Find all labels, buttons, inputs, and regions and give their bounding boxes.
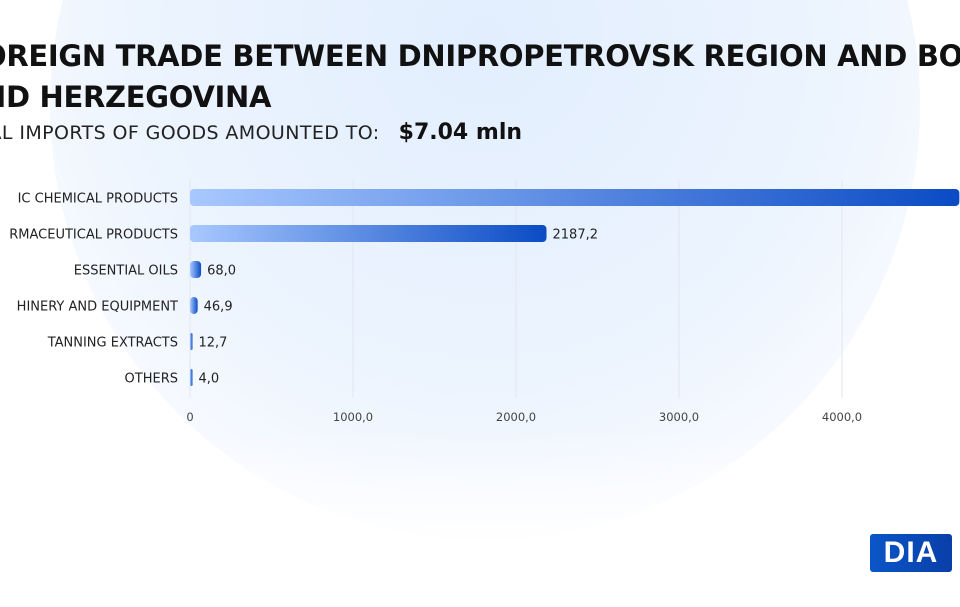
category-label: TANNING EXTRACTS — [47, 336, 178, 351]
x-tick-label: 0 — [186, 410, 193, 424]
bar — [190, 369, 193, 386]
category-label: ESSENTIAL OILS — [74, 264, 178, 279]
value-label: 12,7 — [199, 336, 228, 351]
category-label: HINERY AND EQUIPMENT — [17, 300, 178, 315]
label-layer: 0 1000,0 2000,0 3000,0 4000,0 IC CHEMICAL PRO… — [9, 192, 862, 425]
subtitle-label: TAL IMPORTS OF GOODS AMOUNTED TO: — [0, 122, 380, 144]
subtitle-value: $7.04 mln — [398, 120, 523, 145]
subtitle: TAL IMPORTS OF GOODS AMOUNTED TO: $7.04 … — [0, 120, 522, 145]
value-label: 46,9 — [204, 300, 233, 315]
bar-layer — [190, 189, 960, 386]
bar — [190, 225, 547, 242]
title-line-2: ND HERZEGOVINA — [0, 80, 272, 114]
category-label: IC CHEMICAL PRODUCTS — [18, 192, 178, 207]
bar — [190, 333, 193, 350]
bar — [190, 189, 960, 206]
dia-logo: DIA — [870, 534, 952, 572]
page-title: OREIGN TRADE BETWEEN DNIPROPETROVSK REGI… — [0, 36, 960, 118]
grid-layer — [189, 180, 843, 398]
x-tick-label: 3000,0 — [659, 410, 699, 424]
background-fade — [0, 430, 960, 607]
x-tick-label: 2000,0 — [496, 410, 536, 424]
value-label: 4,0 — [199, 372, 220, 387]
category-label: RMACEUTICAL PRODUCTS — [9, 228, 178, 243]
category-label: OTHERS — [125, 372, 178, 387]
bar — [190, 261, 202, 278]
bar — [190, 297, 198, 314]
title-line-1: OREIGN TRADE BETWEEN DNIPROPETROVSK REGI… — [0, 39, 960, 73]
value-label: 2187,2 — [553, 228, 599, 243]
value-label: 68,0 — [207, 264, 236, 279]
x-tick-label: 1000,0 — [333, 410, 373, 424]
logo-mark: DIA — [870, 534, 952, 572]
x-tick-label: 4000,0 — [822, 410, 862, 424]
